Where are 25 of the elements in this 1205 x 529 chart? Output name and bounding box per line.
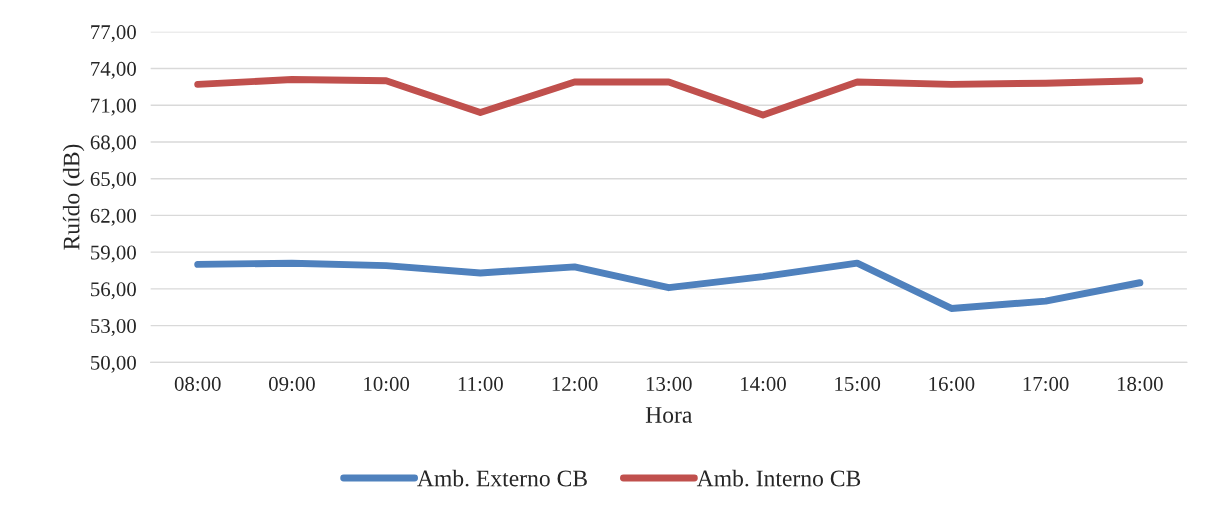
y-tick-label: 68,00: [90, 135, 136, 153]
x-tick-label: 11:00: [458, 376, 503, 392]
x-tick-label: 09:00: [269, 376, 315, 392]
y-tick-label: 62,00: [90, 208, 136, 226]
y-tick-label: 77,00: [91, 25, 136, 43]
x-tick-label: 12:00: [552, 376, 598, 392]
x-tick-label: 08:00: [174, 376, 221, 392]
x-axis-title: Hora: [645, 407, 693, 423]
x-tick-label: 17:00: [1023, 376, 1069, 392]
legend-label: Amb. Externo CB: [417, 469, 587, 487]
y-tick-label: 53,00: [91, 319, 136, 337]
y-tick-label: 50,00: [91, 355, 136, 373]
x-tick-label: 14:00: [741, 376, 786, 392]
y-tick-label: 74,00: [91, 61, 136, 79]
y-tick-label: 59,00: [91, 245, 136, 263]
x-tick-label: 18:00: [1117, 376, 1163, 392]
y-tick-label: 56,00: [91, 282, 136, 300]
x-tick-label: 10:00: [364, 376, 410, 392]
legend-label: Amb. Interno CB: [696, 469, 861, 487]
y-tick-label: 71,00: [91, 98, 136, 116]
y-tick-label: 65,00: [90, 172, 136, 190]
x-tick-label: 13:00: [646, 376, 692, 392]
x-tick-label: 15:00: [835, 376, 881, 392]
x-tick-label: 16:00: [929, 376, 975, 392]
y-axis-title: Ruído (dB): [62, 144, 85, 250]
